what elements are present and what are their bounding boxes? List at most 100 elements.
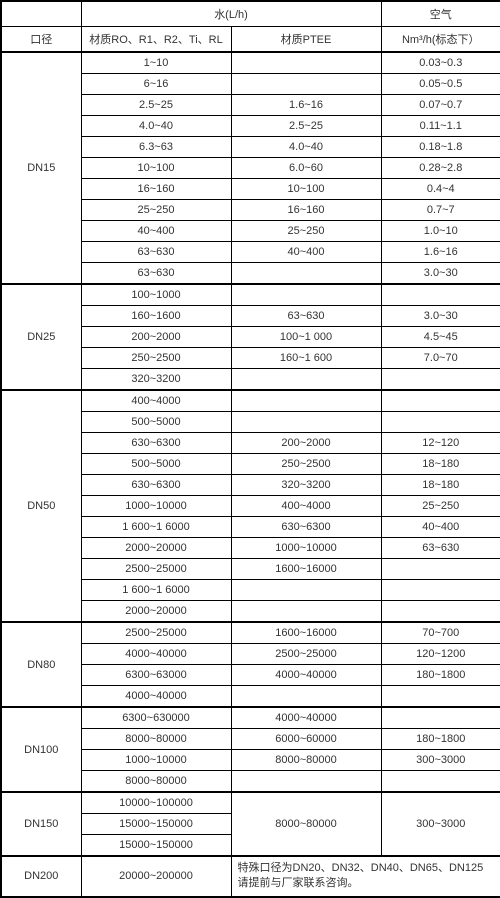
water2-cell: 400~4000 [231, 496, 381, 517]
water1-cell: 1 600~1 6000 [81, 580, 231, 601]
water1-cell: 1 600~1 6000 [81, 517, 231, 538]
water2-cell: 1000~10000 [231, 538, 381, 559]
water2-cell [231, 771, 381, 793]
water2-cell: 1600~16000 [231, 559, 381, 580]
air-cell: 1.0~10 [381, 221, 500, 242]
water1-cell: 6300~63000 [81, 665, 231, 686]
water2-cell: 8000~80000 [231, 750, 381, 771]
water2-cell [231, 369, 381, 391]
header-material-2: 材质PTEE [231, 27, 381, 53]
water1-cell: 630~6300 [81, 475, 231, 496]
air-cell: 0.07~0.7 [381, 95, 500, 116]
air-cell: 63~630 [381, 538, 500, 559]
water2-cell: 6000~60000 [231, 729, 381, 750]
water2-cell [231, 390, 381, 412]
water2-cell: 1600~16000 [231, 622, 381, 644]
water1-cell: 25~250 [81, 200, 231, 221]
water2-cell: 2.5~25 [231, 116, 381, 137]
water1-cell: 2.5~25 [81, 95, 231, 116]
air-cell [381, 369, 500, 391]
water2-cell: 200~2000 [231, 433, 381, 454]
water2-cell: 1.6~16 [231, 95, 381, 116]
air-cell: 4.5~45 [381, 327, 500, 348]
air-cell: 180~1800 [381, 729, 500, 750]
water1-cell: 320~3200 [81, 369, 231, 391]
air-cell: 18~180 [381, 454, 500, 475]
air-cell [381, 707, 500, 729]
water2-cell: 4000~40000 [231, 707, 381, 729]
water1-cell: 15000~150000 [81, 814, 231, 835]
caliber-DN50: DN50 [1, 390, 81, 622]
caliber-DN150: DN150 [1, 792, 81, 856]
water2-cell [231, 263, 381, 285]
water1-cell: 63~630 [81, 242, 231, 263]
air-cell: 0.03~0.3 [381, 52, 500, 74]
water2-cell: 320~3200 [231, 475, 381, 496]
water1-cell: 2000~20000 [81, 601, 231, 623]
air-cell: 0.4~4 [381, 179, 500, 200]
air-cell [381, 580, 500, 601]
water1-cell: 6~16 [81, 74, 231, 95]
water2-cell: 2500~25000 [231, 644, 381, 665]
water2-cell: 25~250 [231, 221, 381, 242]
air-cell: 70~700 [381, 622, 500, 644]
air-cell: 40~400 [381, 517, 500, 538]
water1-cell: 1~10 [81, 52, 231, 74]
water2-cell [231, 412, 381, 433]
water2-cell [231, 284, 381, 306]
water1-cell: 8000~80000 [81, 771, 231, 793]
air-cell: 300~3000 [381, 792, 500, 856]
water1-cell: 6.3~63 [81, 137, 231, 158]
air-cell: 7.0~70 [381, 348, 500, 369]
air-cell: 0.11~1.1 [381, 116, 500, 137]
water1-cell: 63~630 [81, 263, 231, 285]
water2-cell: 4000~40000 [231, 665, 381, 686]
spec-table: 水(L/h)空气口径材质RO、R1、R2、Ti、RL材质PTEENm³/h(标态… [0, 0, 500, 898]
water2-cell: 40~400 [231, 242, 381, 263]
air-cell: 18~180 [381, 475, 500, 496]
air-cell: 180~1800 [381, 665, 500, 686]
water1-cell: 500~5000 [81, 454, 231, 475]
water2-cell: 10~100 [231, 179, 381, 200]
air-cell: 0.18~1.8 [381, 137, 500, 158]
air-cell [381, 412, 500, 433]
water1-cell: 20000~200000 [81, 856, 231, 897]
air-cell: 0.28~2.8 [381, 158, 500, 179]
air-cell [381, 601, 500, 623]
air-cell: 0.7~7 [381, 200, 500, 221]
water2-cell: 250~2500 [231, 454, 381, 475]
air-cell [381, 686, 500, 708]
water2-cell: 630~6300 [231, 517, 381, 538]
water2-cell: 63~630 [231, 306, 381, 327]
air-cell [381, 284, 500, 306]
water1-cell: 8000~80000 [81, 729, 231, 750]
water1-cell: 2500~25000 [81, 559, 231, 580]
water1-cell: 4.0~40 [81, 116, 231, 137]
water1-cell: 6300~630000 [81, 707, 231, 729]
caliber-DN25: DN25 [1, 284, 81, 390]
water1-cell: 15000~150000 [81, 835, 231, 857]
water1-cell: 4000~40000 [81, 644, 231, 665]
water1-cell: 1000~10000 [81, 750, 231, 771]
water1-cell: 10~100 [81, 158, 231, 179]
air-cell: 0.05~0.5 [381, 74, 500, 95]
water1-cell: 100~1000 [81, 284, 231, 306]
water2-cell: 16~160 [231, 200, 381, 221]
water2-cell: 6.0~60 [231, 158, 381, 179]
header-caliber: 口径 [1, 27, 81, 53]
air-cell: 12~120 [381, 433, 500, 454]
water1-cell: 2000~20000 [81, 538, 231, 559]
air-cell [381, 390, 500, 412]
header-material-1: 材质RO、R1、R2、Ti、RL [81, 27, 231, 53]
caliber-DN15: DN15 [1, 52, 81, 284]
air-cell: 300~3000 [381, 750, 500, 771]
water1-cell: 200~2000 [81, 327, 231, 348]
water2-cell: 160~1 600 [231, 348, 381, 369]
air-cell: 3.0~30 [381, 306, 500, 327]
water2-cell: 4.0~40 [231, 137, 381, 158]
water2-cell [231, 686, 381, 708]
water1-cell: 10000~100000 [81, 792, 231, 814]
air-cell: 3.0~30 [381, 263, 500, 285]
water1-cell: 2500~25000 [81, 622, 231, 644]
water1-cell: 4000~40000 [81, 686, 231, 708]
